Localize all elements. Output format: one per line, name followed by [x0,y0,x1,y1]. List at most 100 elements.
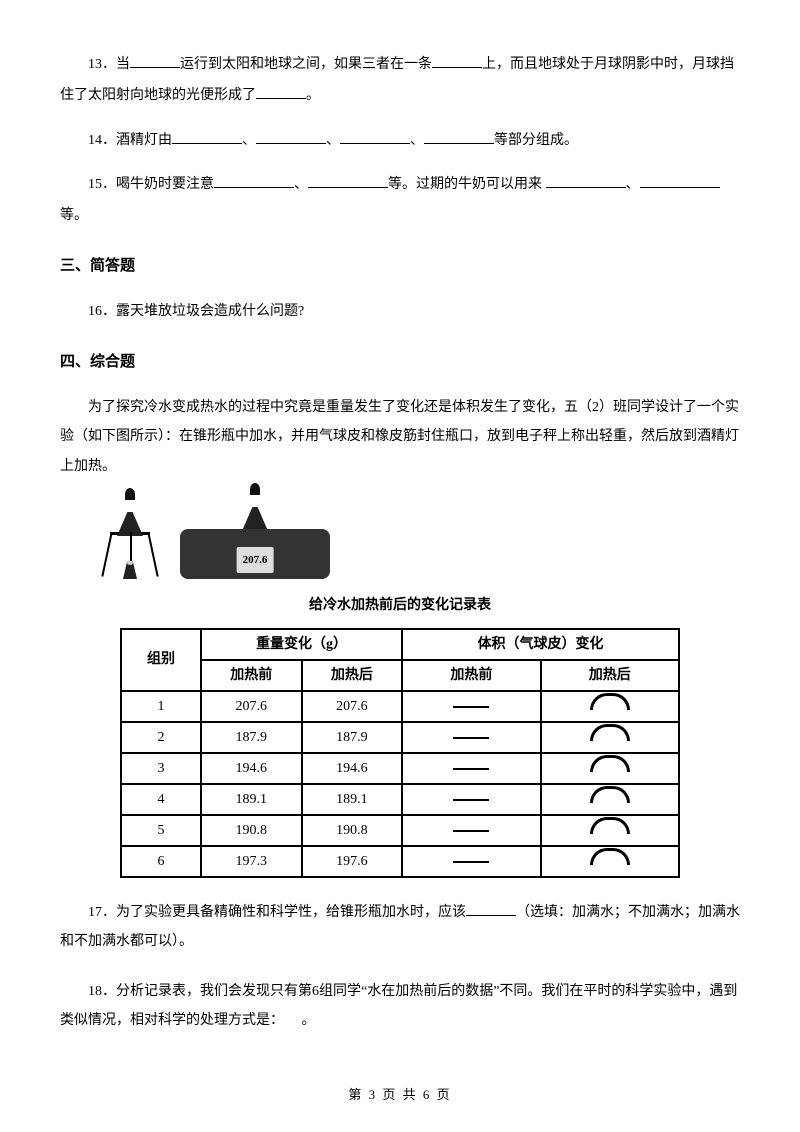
hump-icon [590,851,630,865]
cell-weight-before: 190.8 [201,815,302,846]
table-header-row: 组别 重量变化（g） 体积（气球皮）变化 [121,629,679,660]
hump-icon [590,820,630,834]
blank[interactable] [214,174,294,188]
q13-mid1: 运行到太阳和地球之间，如果三者在一条 [180,57,432,72]
q18-end: 。 [302,1013,316,1028]
blank[interactable] [432,54,482,68]
cell-weight-before: 187.9 [201,722,302,753]
q14-num: 14 [88,133,102,148]
table-row: 3194.6194.6 [121,753,679,784]
cell-weight-before: 197.3 [201,846,302,877]
q16-num: 16 [88,304,102,319]
cell-weight-before: 207.6 [201,691,302,722]
blank[interactable] [546,174,626,188]
dash-icon [453,799,489,801]
hump-icon [590,727,630,741]
cell-volume-before [402,815,540,846]
blank[interactable] [130,54,180,68]
blank[interactable] [424,130,494,144]
electronic-scale-icon: 207.6 [180,491,330,579]
table-row: 2187.9187.9 [121,722,679,753]
question-14: 14．酒精灯由 、 、 、 等部分组成。 [60,126,740,157]
question-18: 18．分析记录表，我们会发现只有第6组同学“水在加热前后的数据”不同。我们在平时… [60,977,740,1036]
blank[interactable] [172,130,242,144]
data-table: 组别 重量变化（g） 体积（气球皮）变化 加热前 加热后 加热前 加热后 120… [120,628,680,878]
dash-icon [453,737,489,739]
q18-num: 18 [88,984,102,999]
dash-icon [453,768,489,770]
cell-volume-before [402,722,540,753]
q14-end: 等部分组成。 [494,133,578,148]
q14-text: ．酒精灯由 [102,133,172,148]
question-16: 16．露天堆放垃圾会造成什么问题? [60,297,740,328]
hump-icon [590,696,630,710]
cell-volume-after [541,846,679,877]
q15-num: 15 [88,177,102,192]
blank[interactable] [640,174,720,188]
q13-pre: ．当 [102,57,130,72]
question-15: 15．喝牛奶时要注意 、 等。过期的牛奶可以用来 、等。 [60,170,740,232]
q13-end: 。 [306,88,320,103]
q17-pre: ．为了实验更具备精确性和科学性，给锥形瓶加水时，应该 [102,905,466,920]
cell-volume-before [402,691,540,722]
cell-weight-before: 194.6 [201,753,302,784]
q16-text: ．露天堆放垃圾会造成什么问题? [102,304,304,319]
question-17: 17．为了实验更具备精确性和科学性，给锥形瓶加水时，应该（选填：加满水；不加满水… [60,898,740,957]
page-footer: 第 3 页 共 6 页 [0,1081,800,1110]
cell-group: 6 [121,846,201,877]
blank[interactable] [256,85,306,99]
table-subheader-row: 加热前 加热后 加热前 加热后 [121,660,679,691]
dash-icon [453,706,489,708]
cell-weight-after: 207.6 [302,691,403,722]
sep: 、 [410,133,424,148]
q15-mid: 等。过期的牛奶可以用来 [388,177,546,192]
cell-group: 3 [121,753,201,784]
cell-volume-before [402,846,540,877]
col-weight: 重量变化（g） [201,629,402,660]
cell-volume-before [402,753,540,784]
cell-volume-after [541,722,679,753]
sep: 、 [294,177,308,192]
cell-weight-after: 197.6 [302,846,403,877]
cell-group: 4 [121,784,201,815]
col-volume: 体积（气球皮）变化 [402,629,679,660]
q15-pre: ．喝牛奶时要注意 [102,177,214,192]
cell-volume-after [541,784,679,815]
col-after: 加热后 [541,660,679,691]
scale-reading: 207.6 [237,547,274,573]
col-before: 加热前 [402,660,540,691]
col-group: 组别 [121,629,201,691]
cell-weight-before: 189.1 [201,784,302,815]
cell-weight-after: 190.8 [302,815,403,846]
cell-weight-after: 189.1 [302,784,403,815]
sep: 、 [242,133,256,148]
cell-volume-after [541,815,679,846]
section-heading-4: 四、综合题 [60,346,740,379]
dash-icon [453,861,489,863]
col-after: 加热后 [302,660,403,691]
blank[interactable] [256,130,326,144]
dash-icon [453,830,489,832]
q15-end: 等。 [60,208,88,223]
cell-group: 5 [121,815,201,846]
q13-num: 13 [88,57,102,72]
blank[interactable] [466,902,516,916]
cell-volume-before [402,784,540,815]
blank[interactable] [308,174,388,188]
sep: 、 [626,177,640,192]
table-row: 6197.3197.6 [121,846,679,877]
q17-num: 17 [88,905,102,920]
question-13: 13．当运行到太阳和地球之间，如果三者在一条上，而且地球处于月球阴影中时，月球挡… [60,50,740,112]
col-before: 加热前 [201,660,302,691]
hump-icon [590,789,630,803]
cell-volume-after [541,691,679,722]
cell-weight-after: 194.6 [302,753,403,784]
burner-tripod-icon [100,524,160,579]
sep: 、 [326,133,340,148]
experiment-figure: 207.6 [100,491,740,579]
table-caption: 给冷水加热前后的变化记录表 [60,591,740,622]
table-row: 1207.6207.6 [121,691,679,722]
blank[interactable] [340,130,410,144]
cell-group: 1 [121,691,201,722]
cell-volume-after [541,753,679,784]
